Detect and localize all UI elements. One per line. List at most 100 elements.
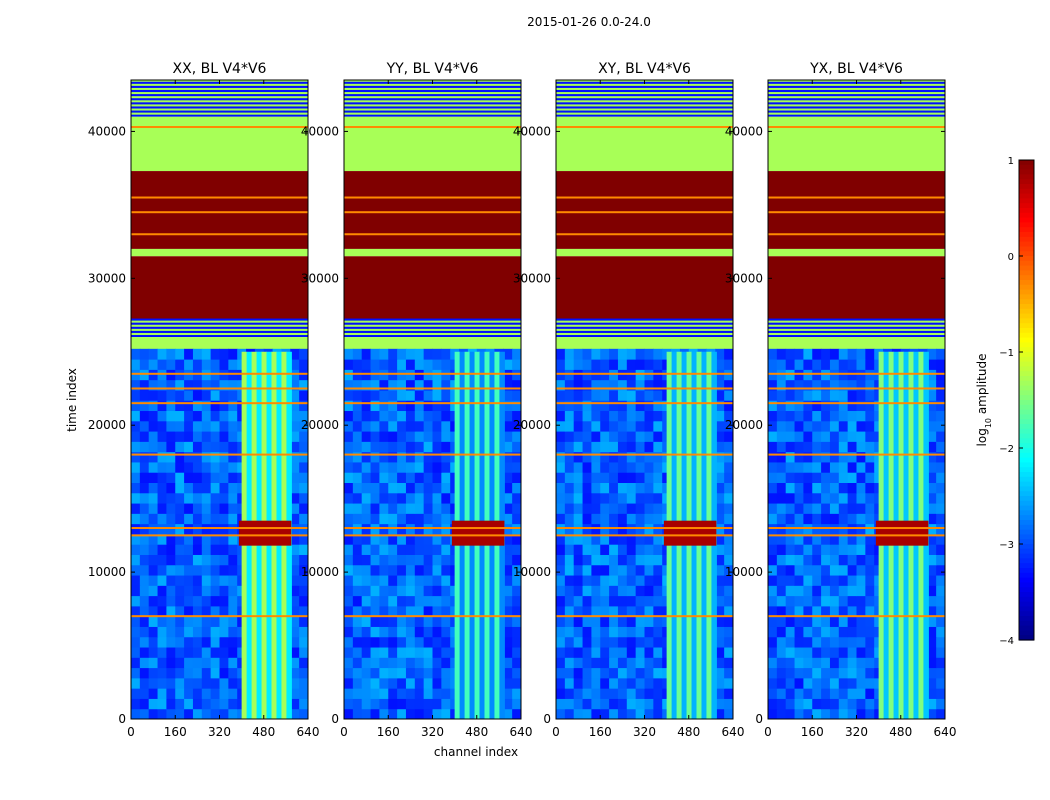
noise-cell xyxy=(927,688,937,699)
colorbar-segment xyxy=(1019,313,1034,319)
noise-cell xyxy=(644,379,654,391)
noise-cell xyxy=(865,667,875,679)
noise-cell xyxy=(131,544,141,555)
noise-cell xyxy=(724,657,733,669)
noise-cell xyxy=(423,492,433,504)
noise-cell xyxy=(936,492,945,504)
heatmap-image xyxy=(556,80,733,719)
noise-cell xyxy=(617,533,628,545)
noise-cell xyxy=(768,626,778,638)
rfi-line xyxy=(131,615,308,618)
noise-cell xyxy=(715,708,725,719)
noise-cell xyxy=(175,379,185,391)
noise-cell xyxy=(290,575,300,586)
noise-cell xyxy=(936,657,945,669)
noise-cell xyxy=(812,482,822,494)
noise-cell xyxy=(794,688,804,699)
noise-cell xyxy=(441,461,451,473)
noise-cell xyxy=(397,564,407,576)
noise-cell xyxy=(653,420,663,432)
noise-cell xyxy=(785,492,796,504)
noise-cell xyxy=(635,431,645,442)
noise-cell xyxy=(361,400,372,412)
noise-cell xyxy=(768,451,778,463)
rfi-strong-block xyxy=(875,520,929,546)
noise-cell xyxy=(148,472,159,483)
noise-cell xyxy=(201,677,212,689)
noise-cell xyxy=(927,348,937,360)
noise-cell xyxy=(829,544,840,555)
noise-cell xyxy=(856,503,866,514)
noise-cell xyxy=(397,461,407,473)
noise-cell xyxy=(441,564,451,576)
noise-cell xyxy=(290,626,300,638)
noise-cell xyxy=(768,667,778,679)
noise-cell xyxy=(184,533,194,545)
noise-cell xyxy=(219,451,229,463)
noise-cell xyxy=(591,451,601,463)
noise-cell xyxy=(139,585,150,597)
noise-cell xyxy=(192,379,203,391)
noise-cell xyxy=(175,667,185,679)
noise-cell xyxy=(201,400,212,412)
colorbar-segment xyxy=(1019,625,1034,631)
noise-cell xyxy=(131,379,141,391)
noise-cell xyxy=(600,410,610,422)
noise-cell xyxy=(157,513,167,525)
noise-cell xyxy=(397,492,407,504)
noise-cell xyxy=(936,585,945,597)
colorbar-segment xyxy=(1019,184,1034,190)
noise-cell xyxy=(388,544,398,555)
noise-cell xyxy=(556,575,566,586)
noise-cell xyxy=(299,595,308,607)
noise-cell xyxy=(423,389,433,401)
noise-cell xyxy=(582,698,592,710)
noise-cell xyxy=(370,544,380,555)
noise-cell xyxy=(503,657,513,669)
noise-cell xyxy=(201,492,212,504)
noise-cell xyxy=(829,451,840,463)
noise-cell xyxy=(600,575,610,586)
noise-cell xyxy=(148,359,159,370)
noise-cell xyxy=(644,431,654,442)
noise-cell xyxy=(503,359,513,370)
flag-line xyxy=(344,98,521,101)
noise-cell xyxy=(210,554,220,566)
noise-cell xyxy=(865,492,875,504)
noise-cell xyxy=(617,595,628,607)
noise-cell xyxy=(512,647,521,658)
flag-line xyxy=(344,106,521,109)
noise-cell xyxy=(936,564,945,576)
noise-cell xyxy=(139,605,150,617)
noise-cell xyxy=(573,461,584,473)
noise-cell xyxy=(564,389,575,401)
noise-cell xyxy=(388,420,398,432)
noise-cell xyxy=(503,348,513,360)
noise-cell xyxy=(829,492,840,504)
y-axis-label: time index xyxy=(65,368,79,432)
noise-cell xyxy=(936,575,945,586)
noise-cell xyxy=(423,441,433,453)
noise-cell xyxy=(582,400,592,412)
noise-cell xyxy=(626,647,637,658)
colorbar-segment xyxy=(1019,486,1034,492)
noise-cell xyxy=(609,533,619,545)
noise-cell xyxy=(290,431,300,442)
noise-cell xyxy=(794,482,804,494)
noise-cell xyxy=(582,575,592,586)
colorbar-segment xyxy=(1019,409,1034,415)
noise-cell xyxy=(653,564,663,576)
colorbar-segment xyxy=(1019,544,1034,550)
noise-cell xyxy=(803,451,813,463)
noise-cell xyxy=(653,708,663,719)
flag-line xyxy=(131,85,308,88)
colorbar-tick-label: −4 xyxy=(999,636,1014,647)
region-saturated xyxy=(344,171,521,249)
noise-cell xyxy=(785,461,796,473)
noise-cell xyxy=(503,410,513,422)
noise-cell xyxy=(936,379,945,391)
noise-cell xyxy=(352,554,363,566)
noise-cell xyxy=(856,698,866,710)
noise-cell xyxy=(653,441,663,453)
noise-cell xyxy=(414,647,425,658)
